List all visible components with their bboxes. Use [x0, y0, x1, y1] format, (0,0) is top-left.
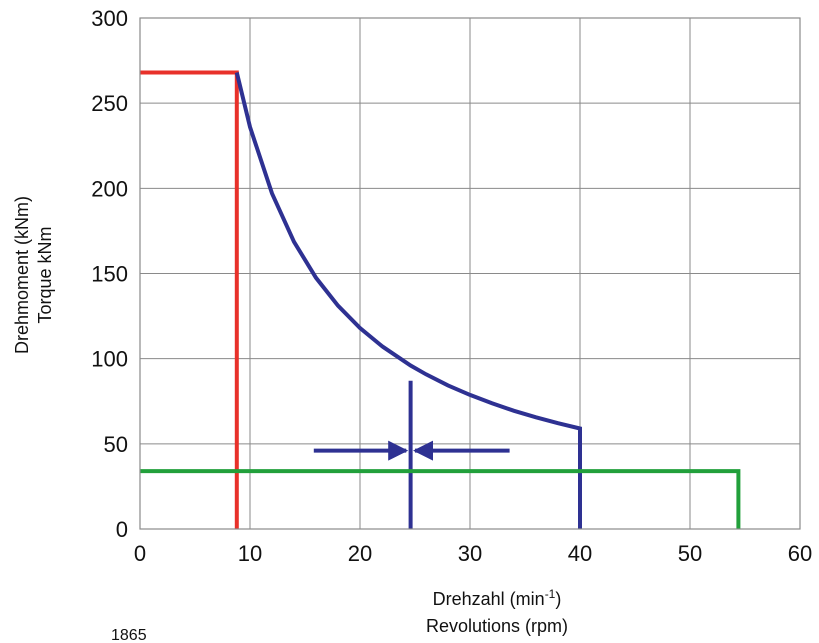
x-axis-label-line2: Revolutions (rpm): [426, 616, 568, 636]
x-tick-label: 50: [678, 541, 702, 566]
x-tick-label: 40: [568, 541, 592, 566]
series-line-0: [140, 70, 239, 529]
x-axis-label-line1: Drehzahl (min-1): [433, 587, 562, 609]
y-tick-label: 100: [91, 347, 128, 372]
plot-border: [139, 17, 801, 530]
tick-labels: 0 10 20 30 40 50 60 0 50 100 150 200 250 300: [91, 6, 812, 566]
x-tick-label: 60: [788, 541, 812, 566]
x-tick-label: 0: [134, 541, 146, 566]
x-axis-label-superscript: -1: [545, 587, 556, 601]
y-tick-label: 300: [91, 6, 128, 31]
y-axis-label-line2: Torque kNm: [35, 226, 55, 323]
y-tick-label: 250: [91, 91, 128, 116]
x-tick-label: 30: [458, 541, 482, 566]
y-tick-label: 200: [91, 176, 128, 201]
y-axis-label-line1: Drehmoment (kNm): [12, 196, 32, 354]
y-tick-label: 0: [116, 517, 128, 542]
y-tick-label: 150: [91, 262, 128, 287]
grid-lines: [140, 18, 800, 529]
chart-series: [140, 70, 741, 529]
x-axis-label-main: Drehzahl (min: [433, 589, 545, 609]
plot-frame: [139, 17, 801, 530]
y-tick-label: 50: [104, 432, 128, 457]
x-axis-label-close: ): [555, 589, 561, 609]
series-line-1: [234, 72, 582, 529]
figure-number: 1865: [111, 627, 147, 643]
x-tick-label: 10: [238, 541, 262, 566]
x-tick-label: 20: [348, 541, 372, 566]
series-line-3: [140, 469, 741, 529]
